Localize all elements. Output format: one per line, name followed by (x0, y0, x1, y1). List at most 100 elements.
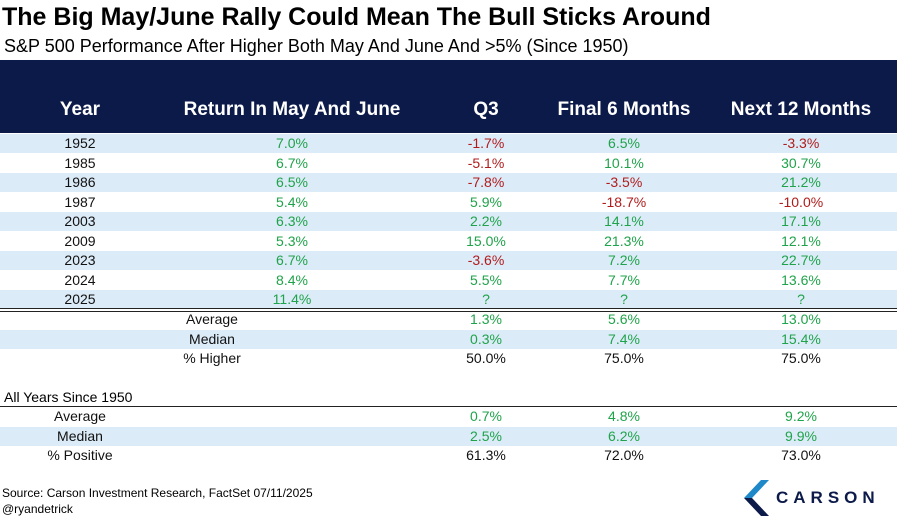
all-years-value: 61.3% (466, 447, 506, 463)
cell-value: 6.7% (276, 154, 308, 171)
cell-value: ? (482, 291, 490, 307)
cell-value: 7.0% (276, 135, 308, 151)
cell-year: 2024 (64, 271, 96, 288)
carson-chevron-icon (744, 480, 769, 516)
all-years-row: % Positive 61.3% 72.0% 73.0% (0, 446, 897, 465)
cell-year: 1986 (64, 174, 96, 190)
cell-value: 5.5% (470, 271, 502, 288)
cell-value: 17.1% (781, 213, 821, 229)
summary-value: 0.3% (470, 330, 502, 347)
chart-subtitle: S&P 500 Performance After Higher Both Ma… (4, 36, 629, 56)
cell-value: -3.3% (782, 135, 820, 151)
all-years-row: Median 2.5% 6.2% 9.9% (0, 426, 897, 446)
cell-value: 6.5% (276, 174, 308, 190)
summary-row: % Higher 50.0% 75.0% 75.0% (0, 349, 897, 368)
summary-label: Median (189, 330, 235, 347)
header-return-may-june: Return In May And June (183, 99, 401, 120)
cell-year: 2009 (64, 232, 96, 249)
cell-value: 15.0% (466, 232, 506, 249)
header-q3: Q3 (473, 99, 499, 120)
cell-value: -1.7% (467, 135, 505, 151)
divider-summary-top (0, 308, 897, 309)
header-final-6-months: Final 6 Months (557, 99, 691, 120)
cell-value: -7.8% (467, 174, 505, 190)
chart-title: The Big May/June Rally Could Mean The Bu… (2, 3, 711, 31)
table-row: 1986 6.5% -7.8% -3.5% 21.2% (0, 173, 897, 192)
cell-year: 1952 (64, 135, 96, 151)
cell-value: 7.7% (608, 271, 640, 288)
cell-value: 5.4% (276, 193, 308, 210)
divider-summary-top-2 (0, 311, 897, 312)
summary-value: 1.3% (470, 311, 502, 327)
all-years-label: Median (57, 427, 103, 444)
author-handle: @ryandetrick (2, 502, 73, 516)
cell-value: 7.2% (608, 252, 640, 268)
summary-value: 75.0% (604, 350, 644, 366)
cell-value: 12.1% (781, 232, 821, 249)
summary-value: 15.4% (781, 330, 821, 347)
summary-value: 75.0% (781, 350, 821, 366)
cell-value: 22.7% (781, 252, 821, 268)
cell-value: -5.1% (467, 154, 505, 171)
cell-year: 1987 (64, 193, 96, 210)
cell-value: -3.6% (467, 252, 505, 268)
cell-value: -3.5% (605, 174, 643, 190)
cell-value: 13.6% (781, 271, 821, 288)
cell-value: 30.7% (781, 154, 821, 171)
summary-value: 5.6% (608, 311, 640, 327)
summary-value: 13.0% (781, 311, 821, 327)
all-years-value: 9.2% (785, 408, 817, 424)
cell-value: -18.7% (601, 193, 647, 210)
summary-value: 50.0% (466, 350, 506, 366)
cell-value: 21.2% (781, 174, 821, 190)
cell-value: 6.7% (276, 252, 308, 268)
table-row: 2024 8.4% 5.5% 7.7% 13.6% (0, 271, 897, 290)
cell-value: 6.3% (276, 213, 308, 229)
summary-value: 7.4% (608, 330, 640, 347)
all-years-value: 4.8% (608, 408, 640, 424)
cell-value: 6.5% (608, 135, 640, 151)
table-row: 1987 5.4% 5.9% -18.7% -10.0% (0, 193, 897, 212)
cell-value: 11.4% (272, 291, 312, 307)
cell-value: 10.1% (604, 154, 644, 171)
divider-all-years (0, 406, 897, 407)
summary-label: % Higher (183, 350, 241, 366)
table-row: 2009 5.3% 15.0% 21.3% 12.1% (0, 232, 897, 251)
all-years-value: 9.9% (785, 427, 817, 444)
summary-label: Average (186, 311, 238, 327)
cell-value: 14.1% (604, 213, 644, 229)
cell-value: ? (620, 291, 628, 307)
carson-logo: CARSON (741, 480, 891, 516)
cell-value: ? (797, 291, 805, 307)
cell-value: 8.4% (276, 271, 308, 288)
cell-value: -10.0% (778, 193, 824, 210)
table-header: Year Return In May And June Q3 Final 6 M… (0, 60, 897, 133)
all-years-label: Average (54, 408, 106, 424)
all-years-value: 72.0% (604, 447, 644, 463)
cell-year: 2003 (64, 213, 96, 229)
all-years-value: 6.2% (608, 427, 640, 444)
table-row: 2025 11.4%??? (0, 290, 897, 309)
table-row: 1952 7.0% -1.7% 6.5% -3.3% (0, 134, 897, 153)
all-years-row: Average 0.7% 4.8% 9.2% (0, 407, 897, 426)
cell-value: 21.3% (604, 232, 644, 249)
table-row: 2023 6.7% -3.6% 7.2% 22.7% (0, 251, 897, 270)
all-years-value: 2.5% (470, 427, 502, 444)
cell-year: 2025 (64, 291, 96, 307)
all-years-value: 0.7% (470, 408, 502, 424)
header-next-12-months: Next 12 Months (730, 99, 872, 120)
all-years-label: % Positive (47, 447, 113, 463)
source-note: Source: Carson Investment Research, Fact… (2, 486, 313, 500)
all-years-title: All Years Since 1950 (4, 389, 133, 405)
table-row: 2003 6.3% 2.2% 14.1% 17.1% (0, 212, 897, 231)
cell-value: 5.9% (470, 193, 502, 210)
all-years-value: 73.0% (781, 447, 821, 463)
cell-year: 2023 (64, 252, 96, 268)
cell-value: 2.2% (470, 213, 502, 229)
cell-value: 5.3% (276, 232, 308, 249)
carson-logo-text: CARSON (776, 488, 880, 507)
table-row: 1985 6.7% -5.1% 10.1% 30.7% (0, 154, 897, 173)
header-year: Year (59, 99, 101, 120)
cell-year: 1985 (64, 154, 96, 171)
summary-row: Median 0.3% 7.4% 15.4% (0, 329, 897, 349)
